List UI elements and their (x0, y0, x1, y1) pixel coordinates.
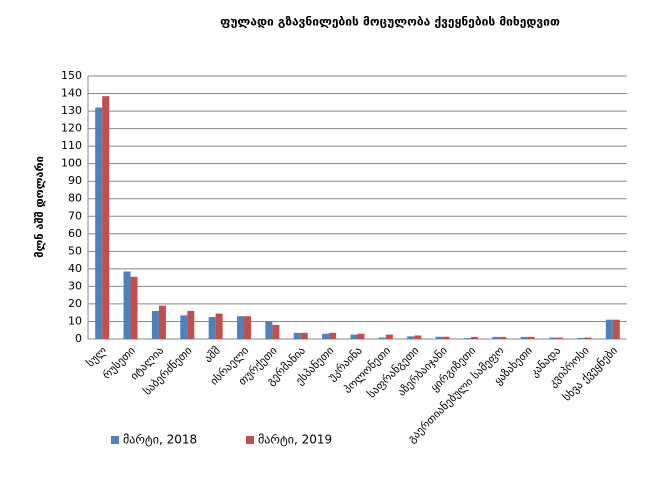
y-tick-label: 80 (68, 192, 82, 205)
y-tick-label: 0 (75, 332, 82, 345)
y-tick-label: 100 (61, 157, 82, 170)
bar (492, 336, 500, 339)
y-tick-label: 110 (61, 139, 82, 152)
bar (463, 338, 471, 339)
y-tick-label: 140 (61, 87, 82, 100)
bar (158, 305, 166, 339)
bar (300, 332, 308, 339)
bar (215, 313, 223, 339)
bar (357, 333, 365, 339)
bar (102, 96, 110, 339)
bar (414, 335, 422, 339)
bar (442, 336, 450, 339)
bar (470, 336, 478, 339)
bar (208, 317, 216, 339)
y-tick-label: 70 (68, 209, 82, 222)
y-tick-label: 30 (68, 279, 82, 292)
bar (584, 337, 592, 339)
bar (123, 271, 131, 339)
y-tick-label: 130 (61, 104, 82, 117)
bar (95, 107, 103, 339)
y-tick-label: 20 (68, 297, 82, 310)
legend-label: მარტი, 2019 (258, 433, 332, 447)
bar (130, 276, 138, 339)
bar (329, 332, 337, 339)
bar (272, 324, 280, 339)
bar (549, 337, 557, 339)
bar (244, 316, 252, 339)
legend-swatch (246, 436, 254, 444)
bar (293, 332, 301, 339)
y-tick-label: 150 (61, 69, 82, 82)
bar (435, 336, 443, 339)
bar (322, 333, 330, 339)
bar (556, 337, 564, 339)
bar (237, 316, 245, 339)
bar (180, 315, 188, 339)
bar (265, 321, 273, 339)
bar (378, 337, 386, 339)
bar (605, 319, 613, 339)
y-tick-label: 10 (68, 314, 82, 327)
bar (612, 319, 620, 339)
bar (187, 310, 195, 339)
legend-label: მარტი, 2018 (123, 433, 197, 447)
bar (151, 310, 159, 339)
y-tick-label: 90 (68, 174, 82, 187)
bar (385, 334, 393, 339)
y-axis-label: მლნ აშშ დოლარი (33, 156, 46, 258)
bar (407, 336, 415, 339)
chart-title: ფულადი გზავნილების მოცულობა ქვეყნების მი… (220, 15, 560, 29)
y-tick-label: 40 (68, 262, 82, 275)
bar (520, 336, 528, 339)
bar (499, 336, 507, 339)
x-tick-label: აშშ (202, 344, 223, 365)
y-tick-label: 50 (68, 244, 82, 257)
y-tick-label: 120 (61, 122, 82, 135)
legend-swatch (111, 436, 119, 444)
bar (527, 336, 535, 339)
bar (577, 337, 585, 339)
y-tick-label: 60 (68, 227, 82, 240)
bar (350, 334, 358, 339)
